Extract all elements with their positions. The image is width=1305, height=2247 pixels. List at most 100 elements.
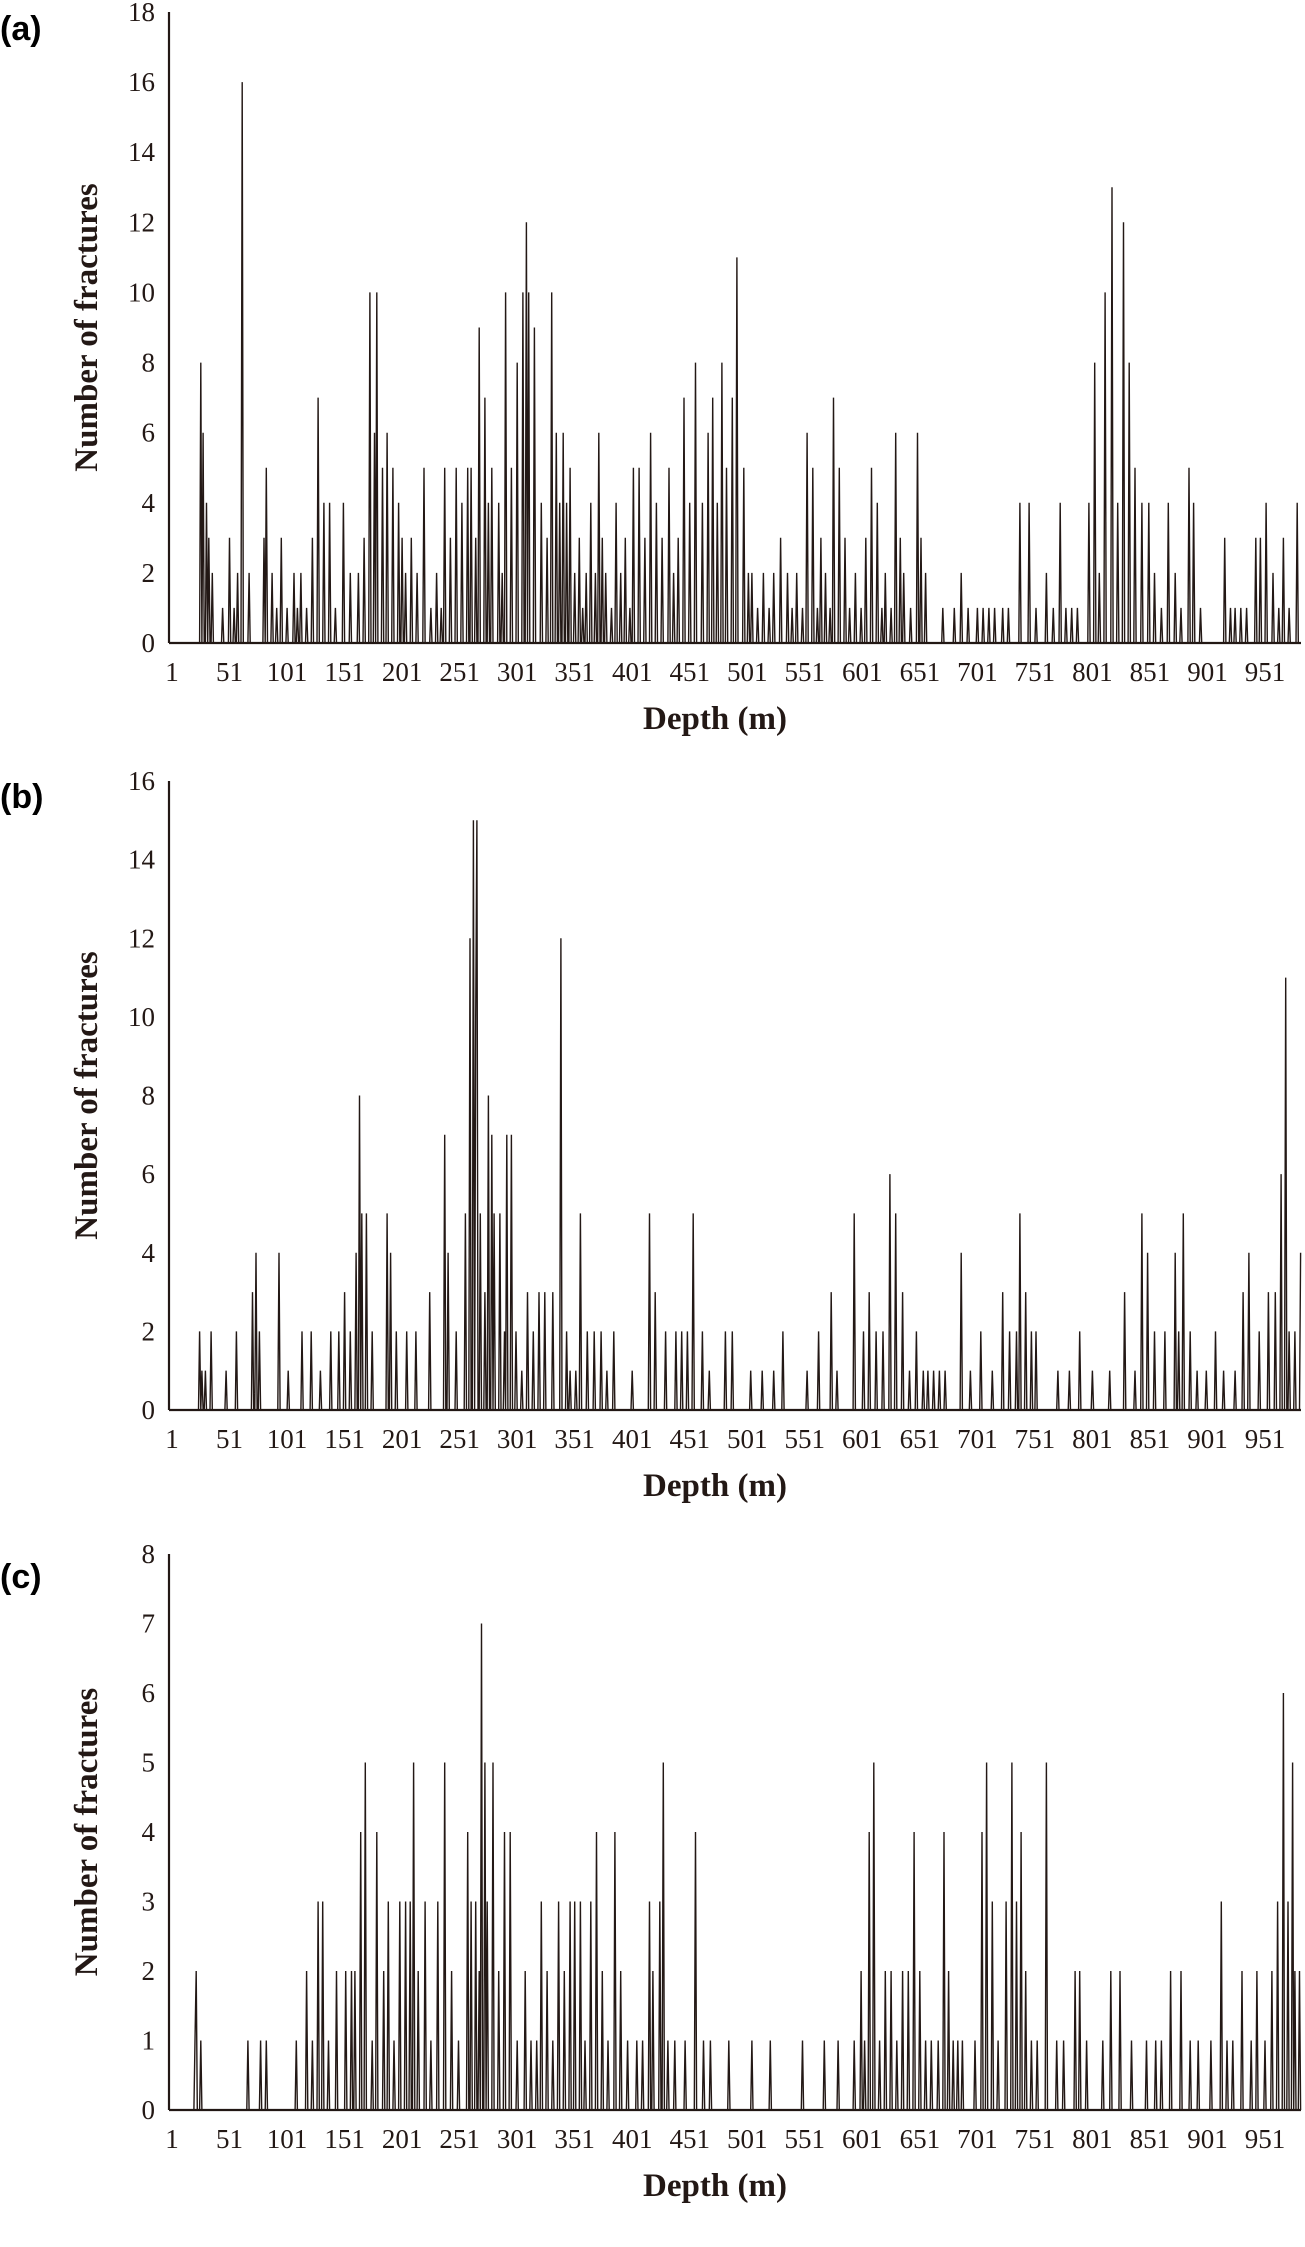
x-tick-label: 101	[267, 2124, 308, 2154]
y-tick-label: 14	[128, 137, 156, 167]
x-tick-label: 151	[324, 2124, 365, 2154]
x-tick-label: 601	[842, 2124, 883, 2154]
panel-label: (c)	[0, 1558, 42, 1596]
x-axis-title: Depth (m)	[643, 701, 787, 737]
x-tick-label: 901	[1187, 657, 1228, 687]
x-tick-label: 351	[554, 657, 595, 687]
y-tick-label: 3	[142, 1887, 156, 1917]
x-tick-label: 351	[554, 1424, 595, 1454]
x-tick-label: 751	[1015, 657, 1056, 687]
x-tick-label: 751	[1015, 1424, 1056, 1454]
x-tick-label: 501	[727, 2124, 768, 2154]
x-tick-label: 151	[324, 657, 365, 687]
y-tick-label: 10	[128, 277, 155, 307]
x-tick-label: 501	[727, 1424, 768, 1454]
y-tick-label: 2	[142, 1316, 156, 1346]
x-tick-label: 201	[382, 1424, 423, 1454]
series-line-fractures	[172, 820, 1302, 1411]
y-tick-label: 6	[142, 418, 156, 448]
y-tick-label: 16	[128, 766, 155, 796]
x-tick-label: 801	[1072, 2124, 1113, 2154]
x-tick-label: 651	[900, 1424, 941, 1454]
x-tick-label: 451	[669, 2124, 710, 2154]
x-tick-label: 651	[900, 657, 941, 687]
y-tick-label: 1	[142, 2026, 156, 2056]
y-tick-label: 18	[128, 0, 155, 27]
panel-label: (a)	[0, 10, 42, 48]
y-axis-title: Number of fractures	[69, 1688, 105, 1977]
x-tick-label: 251	[439, 2124, 480, 2154]
x-tick-label: 101	[267, 1424, 308, 1454]
x-tick-label: 951	[1245, 2124, 1286, 2154]
x-tick-label: 901	[1187, 1424, 1228, 1454]
y-tick-label: 4	[142, 1238, 156, 1268]
x-tick-label: 601	[842, 1424, 883, 1454]
y-tick-label: 5	[142, 1748, 156, 1778]
y-tick-label: 10	[128, 1002, 155, 1032]
y-axis-title: Number of fractures	[69, 951, 105, 1240]
y-tick-label: 6	[142, 1159, 156, 1189]
x-tick-label: 451	[669, 1424, 710, 1454]
y-tick-label: 4	[142, 1817, 156, 1847]
x-tick-label: 551	[785, 657, 826, 687]
x-tick-label: 801	[1072, 657, 1113, 687]
y-tick-label: 8	[142, 348, 156, 378]
x-tick-label: 301	[497, 657, 538, 687]
x-tick-label: 851	[1130, 2124, 1171, 2154]
x-tick-label: 601	[842, 657, 883, 687]
y-tick-label: 2	[142, 558, 156, 588]
y-tick-label: 2	[142, 1956, 156, 1986]
x-tick-label: 301	[497, 1424, 538, 1454]
x-tick-label: 901	[1187, 2124, 1228, 2154]
series-line-fractures	[172, 82, 1301, 644]
x-tick-label: 951	[1245, 657, 1286, 687]
x-tick-label: 851	[1130, 657, 1171, 687]
y-axis-title: Number of fractures	[69, 183, 105, 472]
y-tick-label: 12	[128, 207, 155, 237]
x-tick-label: 51	[216, 1424, 243, 1454]
x-tick-label: 1	[165, 657, 179, 687]
y-tick-label: 14	[128, 845, 156, 875]
y-tick-label: 6	[142, 1678, 156, 1708]
x-tick-label: 151	[324, 1424, 365, 1454]
x-tick-label: 201	[382, 657, 423, 687]
x-tick-label: 201	[382, 2124, 423, 2154]
x-tick-label: 751	[1015, 2124, 1056, 2154]
x-tick-label: 101	[267, 657, 308, 687]
x-tick-label: 851	[1130, 1424, 1171, 1454]
panel-label: (b)	[0, 778, 43, 816]
x-tick-label: 1	[165, 2124, 179, 2154]
x-tick-label: 651	[900, 2124, 941, 2154]
x-tick-label: 451	[669, 657, 710, 687]
x-tick-label: 351	[554, 2124, 595, 2154]
x-tick-label: 251	[439, 1424, 480, 1454]
y-tick-label: 8	[142, 1081, 156, 1111]
y-tick-label: 16	[128, 67, 155, 97]
x-tick-label: 1	[165, 1424, 179, 1454]
y-tick-label: 4	[142, 488, 156, 518]
x-tick-label: 301	[497, 2124, 538, 2154]
y-tick-label: 0	[142, 2095, 156, 2125]
y-tick-label: 7	[142, 1609, 156, 1639]
x-tick-label: 951	[1245, 1424, 1286, 1454]
y-tick-label: 0	[142, 628, 156, 658]
x-axis-title: Depth (m)	[643, 2168, 787, 2204]
x-tick-label: 51	[216, 657, 243, 687]
y-tick-label: 0	[142, 1395, 156, 1425]
series-line-fractures	[172, 1623, 1302, 2111]
x-tick-label: 701	[957, 2124, 998, 2154]
y-tick-label: 12	[128, 923, 155, 953]
x-tick-label: 251	[439, 657, 480, 687]
x-tick-label: 801	[1072, 1424, 1113, 1454]
x-tick-label: 551	[785, 2124, 826, 2154]
x-tick-label: 501	[727, 657, 768, 687]
x-axis-title: Depth (m)	[643, 1468, 787, 1504]
x-tick-label: 701	[957, 657, 998, 687]
x-tick-label: 551	[785, 1424, 826, 1454]
x-tick-label: 401	[612, 1424, 653, 1454]
x-tick-label: 51	[216, 2124, 243, 2154]
x-tick-label: 401	[612, 2124, 653, 2154]
